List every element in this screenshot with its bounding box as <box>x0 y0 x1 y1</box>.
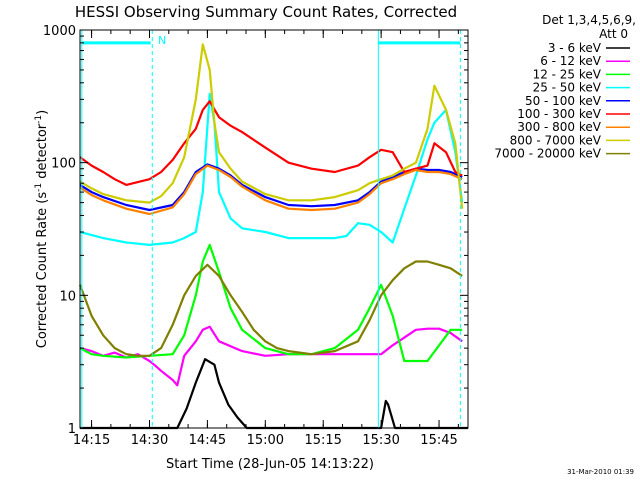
legend-label: 300 - 800 keV <box>517 120 601 134</box>
plot-area <box>78 30 468 430</box>
chart-title: HESSI Observing Summary Count Rates, Cor… <box>75 3 457 21</box>
x-axis: 14:15 14:30 14:45 15:00 15:15 15:30 15:45 <box>73 30 459 448</box>
y-tick-label: 10 <box>59 289 76 304</box>
x-tick-label: 14:15 <box>73 433 110 448</box>
series-line-8 <box>78 260 463 357</box>
legend-label: 12 - 25 keV <box>533 67 602 81</box>
legend-label: 6 - 12 keV <box>540 54 602 68</box>
x-tick-label: 14:45 <box>189 433 226 448</box>
x-tick-label: 14:30 <box>131 433 168 448</box>
y-tick-label: 1000 <box>43 24 76 39</box>
legend-label: 50 - 100 keV <box>525 94 602 108</box>
legend-label: 800 - 7000 keV <box>510 133 602 147</box>
flag-label: N <box>158 34 166 47</box>
legend-header-line2: Att 0 <box>599 27 628 41</box>
y-tick-label: 100 <box>51 157 76 172</box>
x-tick-label: 15:00 <box>247 433 284 448</box>
x-axis-label: Start Time (28-Jun-05 14:13:22) <box>166 457 374 472</box>
plot-frame <box>79 29 469 429</box>
series-line-5 <box>79 100 463 186</box>
legend-label: 100 - 300 keV <box>517 107 601 121</box>
x-tick-label: 15:45 <box>420 433 457 448</box>
legend-label: 3 - 6 keV <box>548 41 602 55</box>
x-tick-label: 15:30 <box>362 433 399 448</box>
legend-header-line1: Det 1,3,4,5,6,9, <box>542 13 636 27</box>
series-line-7 <box>79 43 464 209</box>
y-axis: 1 10 100 1000 <box>43 24 468 437</box>
y-tick-label: 1 <box>68 422 76 437</box>
legend-label: 7000 - 20000 keV <box>494 147 601 161</box>
series-line-3 <box>79 92 464 246</box>
y-axis-label: Corrected Count Rate (s-1 detector-1) <box>34 110 50 348</box>
x-tick-label: 15:15 <box>304 433 341 448</box>
series-line-0 <box>80 358 468 430</box>
legend-label: 25 - 50 keV <box>533 81 602 95</box>
series-line-6 <box>79 164 463 216</box>
timestamp: 31-Mar-2010 01:39 <box>567 468 634 476</box>
